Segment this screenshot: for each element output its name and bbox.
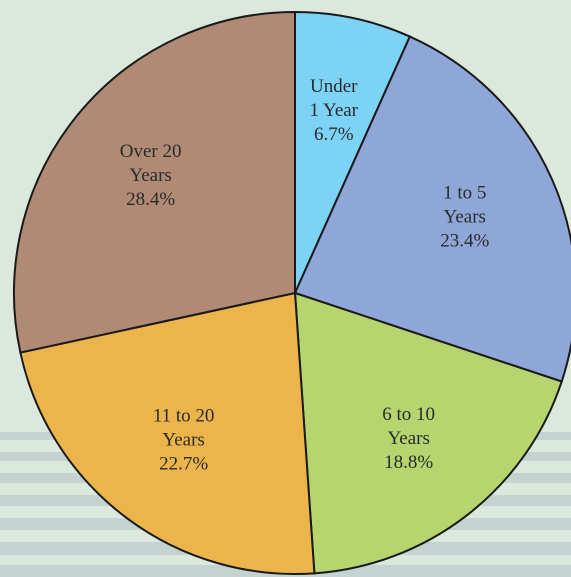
pie-slice bbox=[293, 291, 563, 575]
slice-value-label: 28.4% bbox=[126, 189, 175, 210]
slice-label: 1 Year bbox=[309, 100, 358, 121]
slice-label: Under bbox=[310, 76, 358, 97]
slice-label: 6 to 10 bbox=[382, 404, 435, 425]
pie-slice bbox=[293, 35, 571, 383]
slice-label: Over 20 bbox=[120, 141, 182, 162]
pie-slice bbox=[19, 291, 316, 575]
slice-label: Years bbox=[387, 428, 429, 449]
pie-slice bbox=[294, 10, 412, 294]
slice-value-label: 18.8% bbox=[384, 452, 433, 473]
slice-value-label: 6.7% bbox=[314, 124, 354, 145]
slice-label: 11 to 20 bbox=[153, 406, 215, 427]
slice-value-label: 22.7% bbox=[159, 454, 208, 475]
pie-slice bbox=[13, 10, 296, 354]
slice-value-label: 23.4% bbox=[440, 231, 489, 252]
slice-label: Years bbox=[162, 430, 204, 451]
slice-label: 1 to 5 bbox=[443, 183, 486, 204]
slice-label: Years bbox=[444, 207, 486, 228]
slice-label: Years bbox=[129, 165, 171, 186]
